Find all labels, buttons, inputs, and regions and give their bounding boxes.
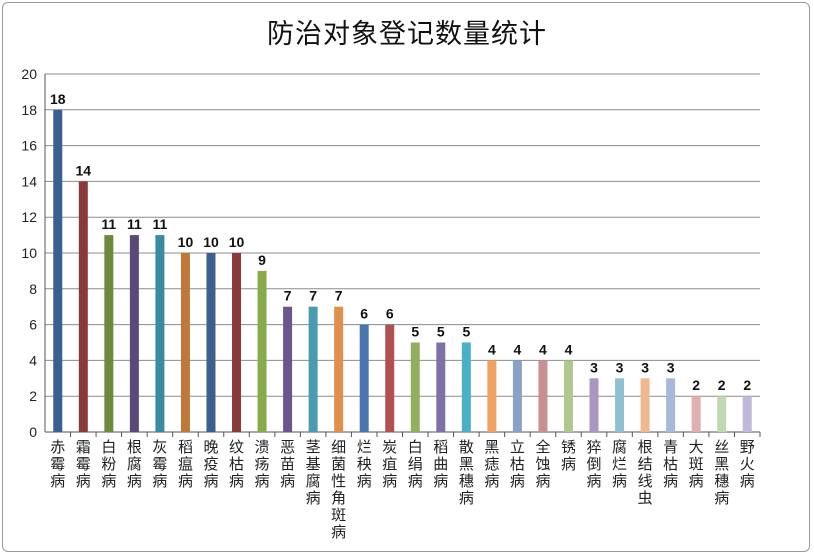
x-tick-label: 锈病 <box>561 438 576 473</box>
data-label: 11 <box>101 216 116 232</box>
data-label: 10 <box>203 234 219 250</box>
bar <box>359 324 369 432</box>
data-label: 2 <box>743 377 751 393</box>
x-tick-label: 稻曲病 <box>433 438 448 490</box>
x-tick-label: 立枯病 <box>510 438 525 490</box>
x-tick-label: 根结线虫 <box>638 438 653 507</box>
y-tick-label: 4 <box>29 352 37 368</box>
bar <box>589 378 599 432</box>
x-tick-label: 丝黑穗病 <box>714 438 729 507</box>
x-tick-label: 炭疽病 <box>382 438 397 490</box>
data-label: 10 <box>178 234 194 250</box>
data-label: 11 <box>127 216 142 232</box>
bar <box>742 396 752 432</box>
bar <box>538 360 548 432</box>
data-label: 7 <box>284 288 292 304</box>
x-tick-label: 白粉病 <box>101 438 116 490</box>
bar <box>717 396 727 432</box>
data-label: 3 <box>616 359 624 375</box>
data-label: 6 <box>386 306 394 322</box>
bar <box>180 253 190 432</box>
chart-title: 防治对象登记数量统计 <box>267 19 547 50</box>
bar <box>232 253 242 432</box>
bar <box>155 235 165 432</box>
bar <box>691 396 701 432</box>
bar <box>615 378 625 432</box>
data-label: 4 <box>539 341 547 357</box>
x-tick-label: 细菌性角斑病 <box>331 438 346 541</box>
y-tick-label: 14 <box>21 173 37 189</box>
data-label: 5 <box>462 324 470 340</box>
data-label: 9 <box>258 252 266 268</box>
bar <box>334 306 344 432</box>
y-tick-label: 10 <box>21 245 37 261</box>
x-tick-label: 恶苗病 <box>280 438 295 490</box>
data-label: 11 <box>153 216 168 232</box>
y-tick-label: 20 <box>21 66 37 82</box>
y-tick-label: 12 <box>21 209 37 225</box>
bar <box>308 306 318 432</box>
bar <box>206 253 216 432</box>
bar <box>257 270 267 432</box>
bar <box>53 109 63 433</box>
y-tick-label: 2 <box>29 388 37 404</box>
data-label: 4 <box>514 341 522 357</box>
bar <box>78 181 88 432</box>
x-tick-label: 霜霉病 <box>76 438 91 490</box>
x-tick-label: 黑痣病 <box>484 438 499 490</box>
x-tick-label: 灰霉病 <box>152 438 167 490</box>
data-label: 14 <box>76 162 92 178</box>
x-tick-label: 全蚀病 <box>535 438 550 490</box>
bar <box>129 235 139 432</box>
data-label: 18 <box>50 91 66 107</box>
data-label: 3 <box>667 359 675 375</box>
bar <box>666 378 676 432</box>
bar <box>640 378 650 432</box>
y-tick-label: 18 <box>21 102 37 118</box>
x-tick-label: 大斑病 <box>689 438 704 490</box>
data-label: 4 <box>565 341 573 357</box>
x-tick-label: 烂秧病 <box>357 438 372 490</box>
x-tick-label: 腐烂病 <box>612 438 627 490</box>
x-tick-label: 散黑穗病 <box>459 438 474 507</box>
x-tick-label: 赤霉病 <box>50 438 65 490</box>
bar <box>512 360 522 432</box>
y-tick-label: 8 <box>29 281 37 297</box>
x-tick-label: 猝倒病 <box>587 438 602 490</box>
x-tick-label: 根腐病 <box>127 438 142 490</box>
data-label: 3 <box>590 359 598 375</box>
data-label: 7 <box>335 288 343 304</box>
x-tick-label: 纹枯病 <box>229 438 244 490</box>
bar <box>385 324 395 432</box>
bar <box>283 306 293 432</box>
bar <box>436 342 446 432</box>
data-label: 6 <box>360 306 368 322</box>
bar <box>563 360 573 432</box>
bar <box>487 360 497 432</box>
data-label: 4 <box>488 341 496 357</box>
data-label: 5 <box>411 324 419 340</box>
bar <box>461 342 471 432</box>
y-tick-label: 0 <box>29 424 37 440</box>
x-tick-label: 茎基腐病 <box>306 438 321 507</box>
data-label: 2 <box>718 377 726 393</box>
data-label: 7 <box>309 288 317 304</box>
bar <box>410 342 420 432</box>
x-tick-label: 晚疫病 <box>203 438 218 490</box>
x-tick-label: 野火病 <box>740 438 755 490</box>
data-label: 2 <box>692 377 700 393</box>
bar <box>104 235 114 432</box>
data-label: 5 <box>437 324 445 340</box>
x-tick-label: 青枯病 <box>663 438 678 490</box>
x-tick-label: 白绢病 <box>408 438 423 490</box>
y-tick-label: 16 <box>21 138 37 154</box>
data-label: 10 <box>229 234 245 250</box>
data-label: 3 <box>641 359 649 375</box>
x-tick-label: 稻瘟病 <box>178 438 193 490</box>
y-tick-label: 6 <box>29 317 37 333</box>
x-tick-label: 溃疡病 <box>255 438 270 490</box>
